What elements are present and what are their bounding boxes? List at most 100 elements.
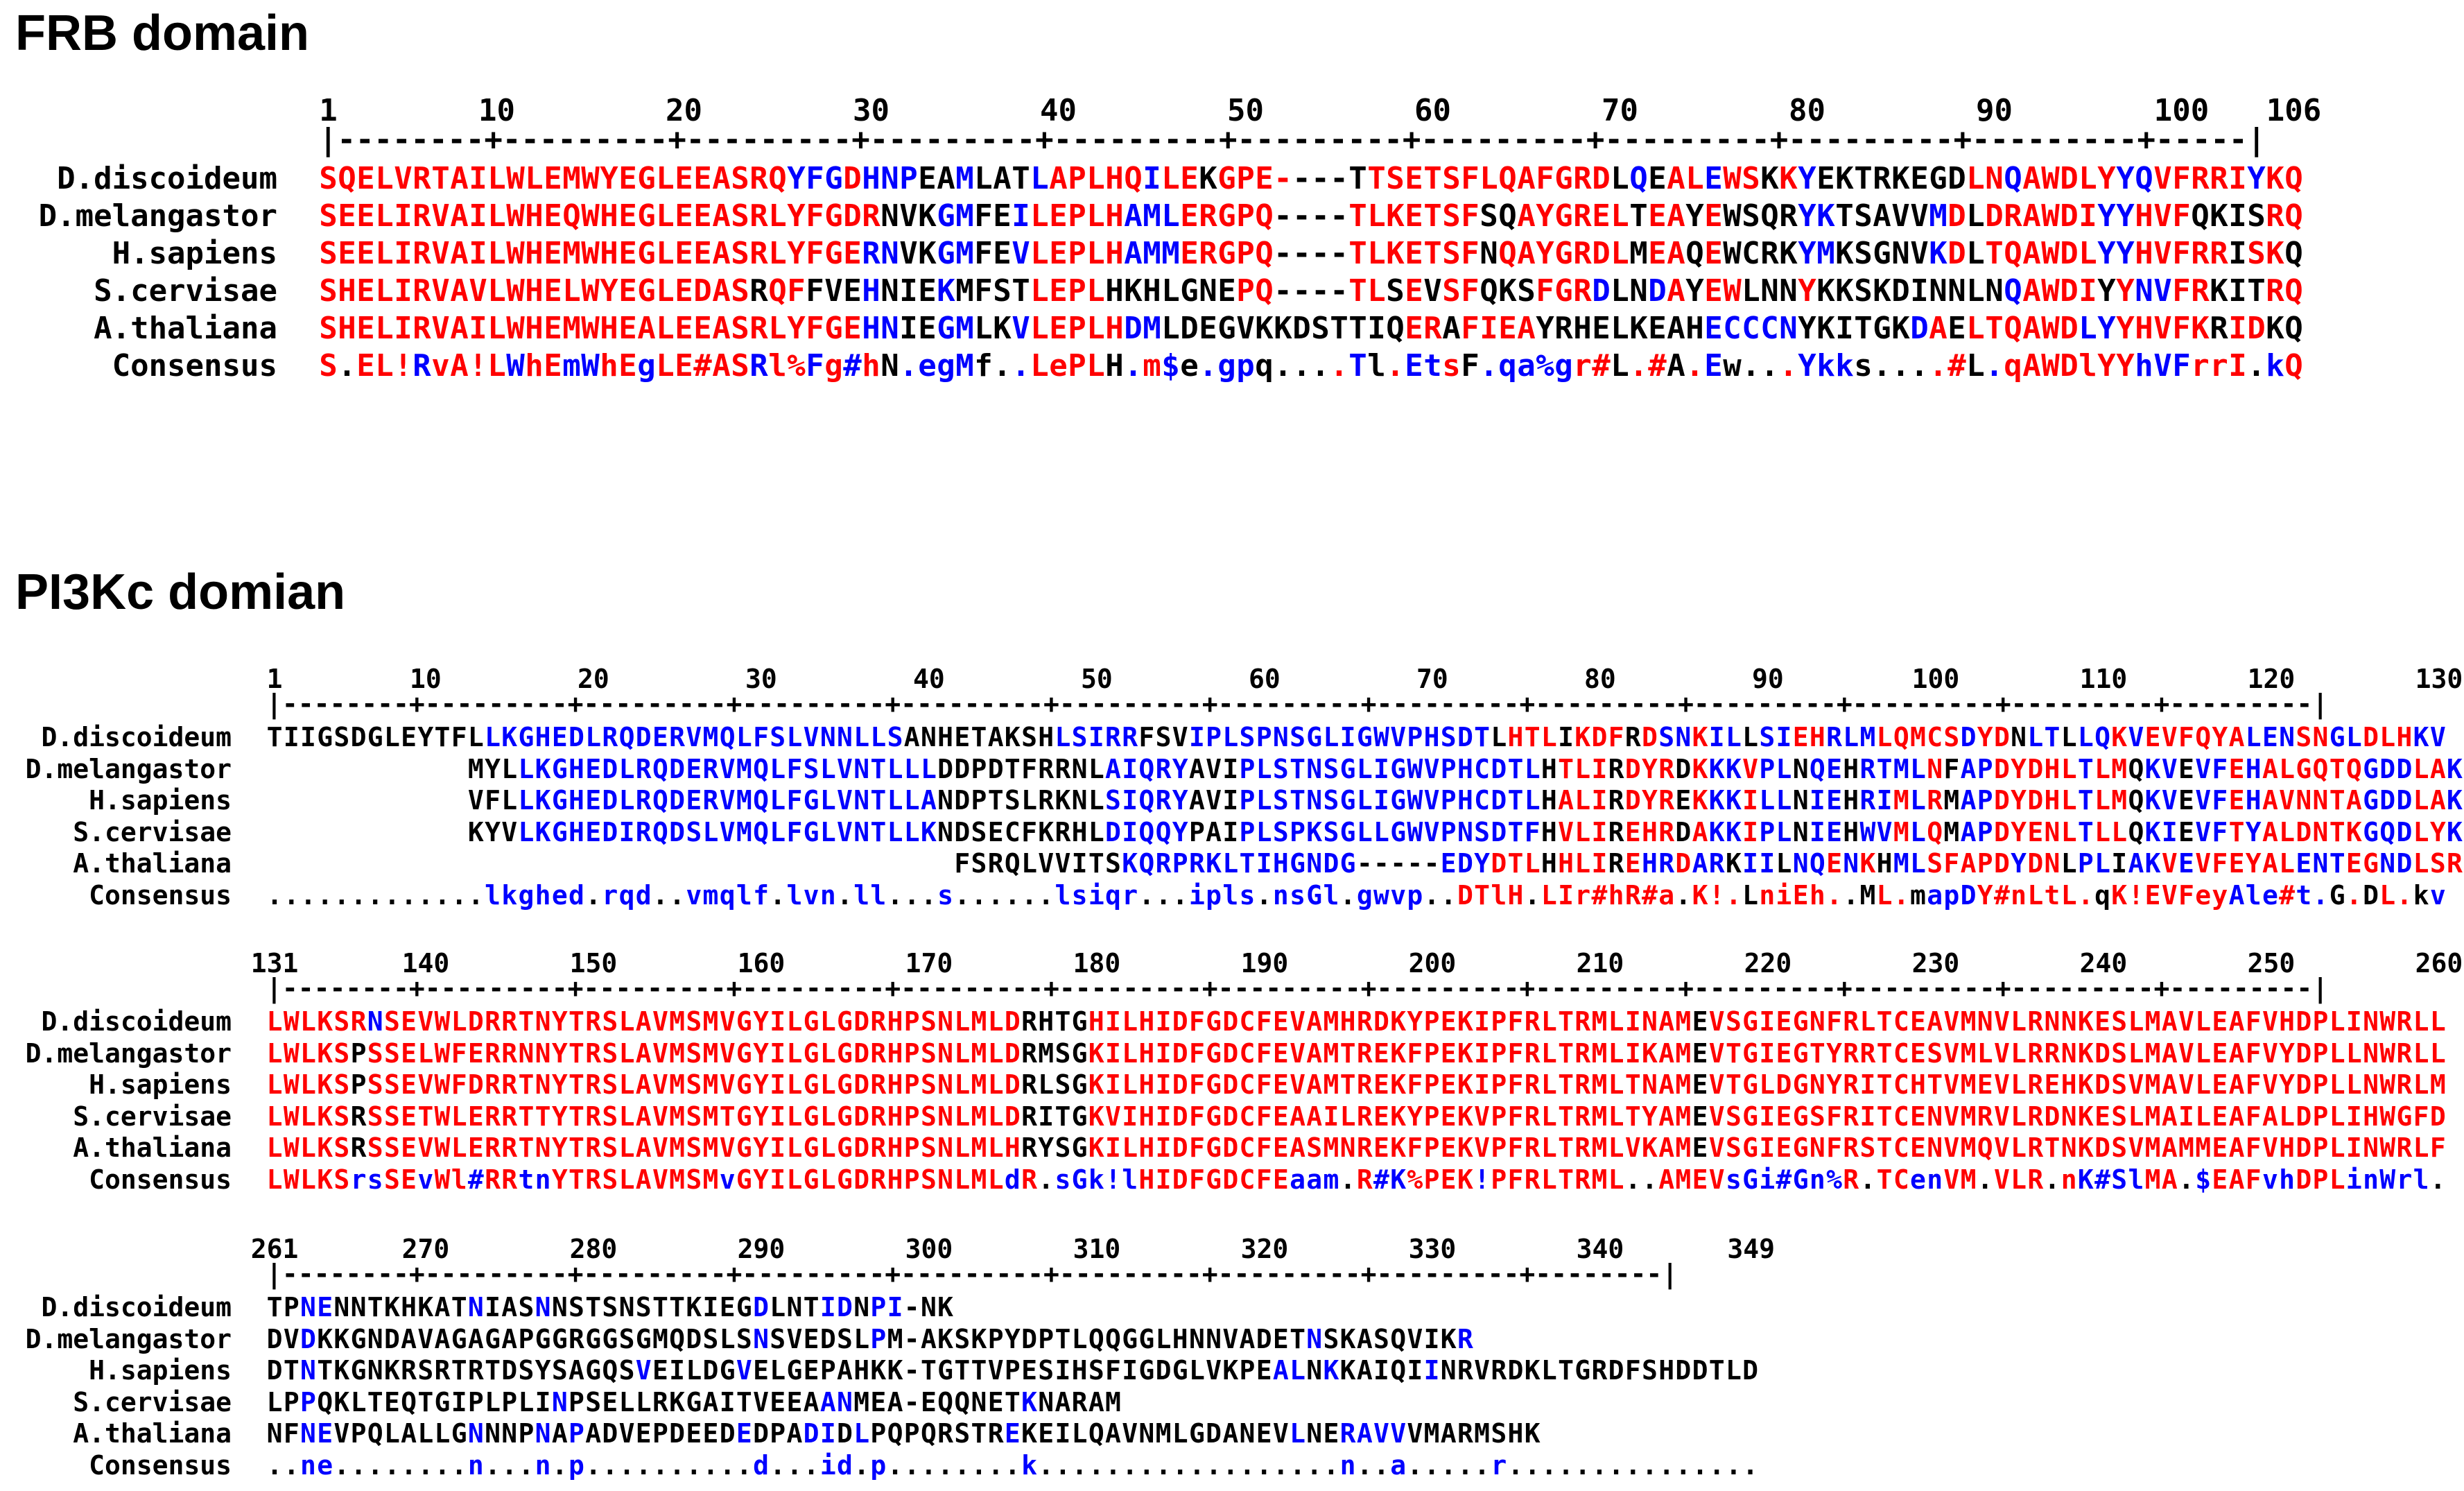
ruler-tick-label: 300: [905, 1234, 953, 1264]
ruler-tick-label: 349: [1727, 1234, 1776, 1264]
ruler-tick-label: 260: [2415, 948, 2463, 979]
ruler-line: |--------+---------+---------+---------+…: [266, 1259, 1678, 1289]
species-label: S.cervisae: [94, 273, 277, 309]
aligned-sequence: SQELVRTAILWLEMWYEGLEEASRQYFGDHNPEAMLATLA…: [319, 161, 2303, 196]
species-label: Consensus: [89, 1164, 232, 1195]
species-label: Consensus: [89, 1449, 232, 1481]
ruler-tick-label: 160: [737, 948, 786, 979]
ruler-tick-labels: 1 10 20 30 40 50 60 70 80 90 100 110 120 130: [0, 666, 2464, 692]
species-label: A.thaliana: [94, 311, 277, 346]
pi3kc-domain-title: PI3Kc domian: [15, 564, 346, 620]
ruler-tick-label: 190: [1240, 948, 1289, 979]
species-label: A.thaliana: [73, 1418, 232, 1449]
ruler-tick-label: 70: [1416, 664, 1448, 694]
ruler-tick-label: 130: [2415, 664, 2463, 694]
aligned-sequence: SHELIRVAVLWHELWYEGLEDASRQFFVEHNIEKMFSTLE…: [319, 273, 2303, 309]
aligned-sequence: LWLKSPSSELWFERRNNYTRSLAVMSMVGYILGLGDRHPS…: [266, 1037, 2446, 1069]
ruler-tick-label: 20: [578, 664, 609, 694]
aligned-sequence: TPNENNTKHKATNIASNNSTSNSTTKIEGDLNTIDNPI-N…: [266, 1292, 954, 1322]
ruler-tick-labels: 131 140 150 160 170 180 190 200 210 220 230 240 250 2…: [0, 950, 2464, 976]
aligned-sequence: LPPQKLTEQTGIPLPLINPSELLRKGAITVEEAANMEA-E…: [266, 1386, 1121, 1417]
ruler-tick-label: 340: [1576, 1234, 1624, 1264]
aligned-sequence: MYLLKGHEDLRQDERVMQLFSLVNTLLLDDPDTFRRNLAI…: [467, 753, 2464, 784]
ruler-tick-label: 10: [478, 93, 515, 128]
species-label: D.discoideum: [41, 1006, 232, 1037]
species-label: S.cervisae: [73, 1386, 232, 1417]
ruler-line: |--------+---------+---------+---------+…: [319, 122, 2266, 157]
species-label: A.thaliana: [73, 1132, 232, 1163]
species-label: H.sapiens: [89, 785, 232, 816]
aligned-sequence: LWLKSPSSEVWFDRRTNYTRSLAVMSMVGYILGLGDRHPS…: [266, 1069, 2446, 1100]
frb-domain-title: FRB domain: [15, 6, 309, 61]
species-label: D.discoideum: [41, 722, 232, 752]
aligned-sequence: SEELIRVAILWHEQWHEGLEEASRLYFGDRNVKGMFEILE…: [319, 198, 2303, 234]
ruler-tick-label: 100: [1911, 664, 1960, 694]
consensus-sequence: LWLKSrsSEvWl#RRtnYTRSLAVMSMvGYILGLGDRHPS…: [266, 1164, 2446, 1195]
ruler-tick-label: 230: [1911, 948, 1960, 979]
aligned-sequence: SEELIRVAILWHEMWHEGLEEASRLYFGERNVKGMFEVLE…: [319, 236, 2303, 271]
ruler-tick-label: 40: [913, 664, 945, 694]
ruler-tick-label: 80: [1789, 93, 1825, 128]
ruler-tick-label: 240: [2079, 948, 2128, 979]
species-label: Consensus: [89, 879, 232, 911]
ruler-tick-label: 110: [2079, 664, 2128, 694]
ruler-tick-label: 310: [1073, 1234, 1121, 1264]
species-label: H.sapiens: [89, 1069, 232, 1100]
species-label: D.melangastor: [38, 198, 277, 234]
ruler-tick-labels: 1 10 20 30 40 50 60 70 80 90 100 106: [0, 96, 2464, 126]
species-label: D.discoideum: [41, 1292, 232, 1322]
consensus-sequence: S.EL!RvA!LWhEmWhEgLE#ASRl%Fg#hN.egMf..Le…: [319, 348, 2303, 383]
aligned-sequence: KYVLKGHEDIRQDSLVMQLFGLVNTLLKNDSECFKRHLDI…: [467, 816, 2464, 847]
ruler-tick-label: 1: [319, 93, 338, 128]
aligned-sequence: FSRQLVVITSKQRPRKLTIHGNDG-----EDYDTLHHLIR…: [954, 848, 2464, 879]
ruler-tick-label: 180: [1073, 948, 1121, 979]
ruler-tick-label: 220: [1744, 948, 1792, 979]
ruler-tick-label: 70: [1602, 93, 1638, 128]
aligned-sequence: SHELIRVAILWHEMWHEALEEASRLYFGEHNIEGMLKVLE…: [319, 311, 2303, 346]
ruler-tick-label: 10: [410, 664, 442, 694]
ruler-tick-label: 50: [1081, 664, 1113, 694]
aligned-sequence: VFLLKGHEDLRQDERVMQLFGLVNTLLANDPTSLRKNLSI…: [467, 785, 2464, 816]
ruler-tick-label: 290: [737, 1234, 786, 1264]
consensus-sequence: ..ne........n...n.p..........d...id.p...…: [266, 1449, 1759, 1481]
species-label: S.cervisae: [73, 816, 232, 847]
ruler-tick-label: 80: [1584, 664, 1616, 694]
species-label: D.melangastor: [25, 1323, 232, 1354]
ruler-tick-labels: 261 270 280 290 300 310 320 330 340 349: [0, 1236, 2464, 1262]
ruler-tick-label: 30: [853, 93, 890, 128]
ruler-tick-label: 280: [569, 1234, 618, 1264]
aligned-sequence: TIIGSDGLEYTFLLKGHEDLRQDERVMQLFSLVNNLLSAN…: [266, 722, 2446, 752]
ruler-tick-label: 60: [1249, 664, 1281, 694]
ruler-tick-label: 20: [666, 93, 702, 128]
ruler-tick-label: 131: [250, 948, 299, 979]
ruler-tick-label: 100: [2153, 93, 2210, 128]
ruler-tick-label: 330: [1408, 1234, 1457, 1264]
aligned-sequence: LWLKSRSSETWLERRTTYTRSLAVMSMTGYILGLGDRHPS…: [266, 1101, 2446, 1132]
species-label: A.thaliana: [73, 848, 232, 879]
ruler-tick-label: 170: [905, 948, 953, 979]
ruler-tick-label: 60: [1414, 93, 1451, 128]
ruler-line: |--------+---------+---------+---------+…: [266, 973, 2329, 1003]
ruler-tick-label: 320: [1240, 1234, 1289, 1264]
ruler-tick-label: 40: [1040, 93, 1077, 128]
species-label: H.sapiens: [112, 236, 277, 271]
species-label: S.cervisae: [73, 1101, 232, 1132]
aligned-sequence: DVDKKGNDAVAGAGAPGGRGGSGMQDSLSNSVEDSLPM-A…: [266, 1323, 1473, 1354]
aligned-sequence: LWLKSRNSEVWLDRRTNYTRSLAVMSMVGYILGLGDRHPS…: [266, 1006, 2446, 1037]
species-label: Consensus: [112, 348, 277, 383]
ruler-tick-label: 30: [745, 664, 777, 694]
ruler-tick-label: 120: [2247, 664, 2296, 694]
ruler-tick-label: 90: [1976, 93, 2013, 128]
ruler-tick-label: 90: [1752, 664, 1784, 694]
aligned-sequence: DTNTKGNKRSRTRTDSYSAGQSVEILDGVELGEPAHKK-T…: [266, 1355, 1759, 1386]
ruler-tick-label: 270: [401, 1234, 450, 1264]
ruler-tick-label: 210: [1576, 948, 1624, 979]
species-label: D.melangastor: [25, 1037, 232, 1069]
ruler-tick-label: 106: [2266, 93, 2322, 128]
aligned-sequence: LWLKSRSSEVWLERRTNYTRSLAVMSMVGYILGLGDRHPS…: [266, 1132, 2446, 1163]
ruler-tick-label: 150: [569, 948, 618, 979]
ruler-tick-label: 250: [2247, 948, 2296, 979]
ruler-tick-label: 261: [250, 1234, 299, 1264]
ruler-tick-label: 50: [1227, 93, 1264, 128]
species-label: D.discoideum: [57, 161, 277, 196]
